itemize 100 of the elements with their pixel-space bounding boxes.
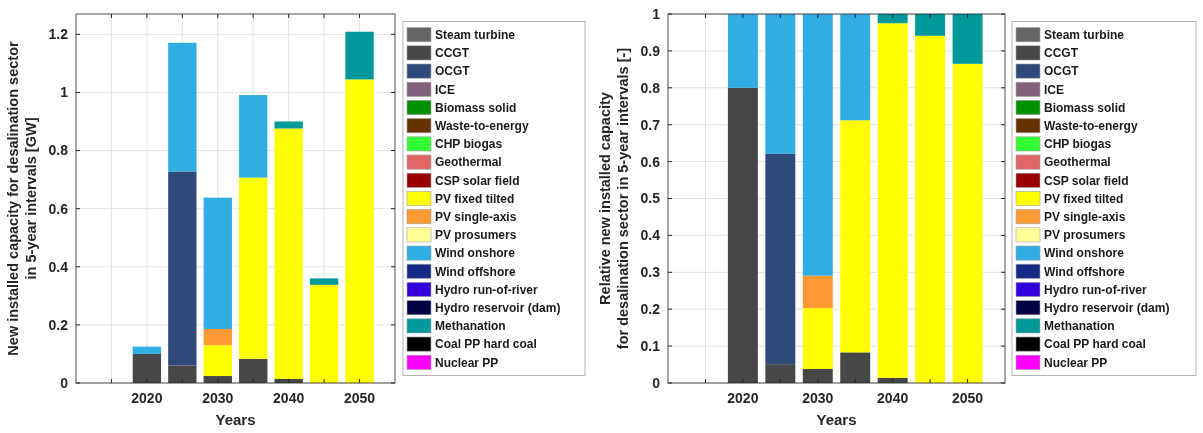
legend-label: Geothermal <box>435 155 502 170</box>
bar <box>840 352 871 383</box>
bar <box>802 368 833 383</box>
bar <box>203 197 232 329</box>
y-tick-label: 0.5 <box>640 190 661 207</box>
x-tick-label: 2030 <box>802 390 834 406</box>
y-tick-label: 0.9 <box>640 42 661 59</box>
x-tick-label: 2050 <box>951 390 984 406</box>
legend-label: CCGT <box>435 46 470 61</box>
x-axis-title: Years <box>215 411 256 428</box>
legend-label: Hydro reservoir (dam) <box>1044 300 1170 315</box>
bar <box>802 308 833 369</box>
legend-label: PV prosumers <box>1044 228 1126 243</box>
legend-label: Hydro reservoir (dam) <box>435 300 561 315</box>
legend-label: PV fixed tilted <box>435 191 515 206</box>
y-tick-label: 0 <box>60 374 69 391</box>
bar <box>802 275 833 309</box>
y-tick-label: 1.2 <box>48 26 69 43</box>
legend-label: CHP biogas <box>1044 137 1112 152</box>
legend-label: PV single-axis <box>1044 209 1126 224</box>
legend-label: CCGT <box>1044 46 1079 61</box>
legend-label: ICE <box>435 82 456 97</box>
x-tick-label: 2030 <box>202 390 234 406</box>
bar <box>239 177 268 359</box>
legend-label: Nuclear PP <box>435 355 499 370</box>
legend-label: Wind offshore <box>1044 264 1125 279</box>
bar <box>239 95 268 178</box>
y-tick-label: 0.7 <box>640 116 661 133</box>
y-tick-label: 0.4 <box>48 258 69 275</box>
legend-label: Biomass solid <box>1044 100 1126 115</box>
legend-label: Biomass solid <box>435 100 517 115</box>
y-tick-label: 0.6 <box>640 153 661 170</box>
legend-label: PV fixed tilted <box>1044 191 1124 206</box>
legend-label: Geothermal <box>1044 155 1111 170</box>
x-axis-title: Years <box>816 411 857 428</box>
legend-label: Steam turbine <box>1044 27 1125 42</box>
bar <box>345 79 374 383</box>
legend-label: Waste-to-energy <box>435 118 529 133</box>
x-tick-label: 2050 <box>343 390 376 406</box>
legend-label: Hydro run-of-river <box>435 282 538 297</box>
legend-label: OCGT <box>1044 64 1080 79</box>
legend-label: ICE <box>1044 82 1065 97</box>
bar <box>309 284 339 383</box>
legend-label: Coal PP hard coal <box>435 337 537 352</box>
legend-label: Nuclear PP <box>1044 355 1108 370</box>
y-axis-title: New installed capacity for desalination sector in 5-year intervals [GW] <box>5 41 39 356</box>
bar <box>915 14 946 36</box>
bar <box>952 14 983 64</box>
y-axis-title: Relative new installed capacity for desalination sector in 5-year intervals [-] <box>597 47 631 350</box>
y-tick-label: 0.4 <box>640 227 661 244</box>
y-tick-label: 0.8 <box>640 79 661 96</box>
x-tick-label: 2020 <box>727 390 759 406</box>
legend-label: Methanation <box>435 319 506 334</box>
y-tick-label: 0.2 <box>48 316 69 333</box>
bar <box>132 346 162 354</box>
y-tick-label: 1 <box>652 5 661 22</box>
y-tick-label: 0.8 <box>48 142 69 159</box>
legend-label: Waste-to-energy <box>1044 118 1138 133</box>
bar <box>168 171 197 366</box>
legend-label: Methanation <box>1044 319 1115 334</box>
bar <box>274 128 303 379</box>
bar <box>840 14 871 121</box>
bar <box>168 42 197 172</box>
legend-label: Steam turbine <box>435 27 516 42</box>
x-tick-label: 2040 <box>877 390 909 406</box>
legend-label: CSP solar field <box>435 173 520 188</box>
legend-label: Wind onshore <box>435 246 516 261</box>
bar <box>840 120 871 353</box>
bar <box>877 23 908 378</box>
bar <box>915 35 946 383</box>
y-tick-label: 0 <box>652 374 661 391</box>
legend-label: OCGT <box>435 64 471 79</box>
y-tick-label: 0.2 <box>640 301 661 318</box>
bar <box>345 31 374 80</box>
y-tick-label: 1 <box>60 84 69 101</box>
x-tick-label: 2020 <box>131 390 163 406</box>
bar <box>727 14 758 88</box>
bar <box>239 358 268 383</box>
legend-label: Wind onshore <box>1044 246 1125 261</box>
bar <box>309 278 339 285</box>
bar <box>203 345 232 377</box>
bar <box>765 364 796 383</box>
bar <box>203 328 232 346</box>
legend-label: Wind offshore <box>435 264 516 279</box>
legend-label: CSP solar field <box>1044 173 1129 188</box>
legend-label: CHP biogas <box>435 137 503 152</box>
bar <box>802 14 833 276</box>
legend-label: PV prosumers <box>435 228 517 243</box>
bar <box>168 365 197 383</box>
bar <box>132 353 162 383</box>
x-tick-label: 2040 <box>273 390 305 406</box>
bar <box>765 153 796 365</box>
y-tick-label: 0.6 <box>48 200 69 217</box>
y-tick-label: 0.3 <box>640 264 661 281</box>
bar <box>727 87 758 383</box>
legend-label: Coal PP hard coal <box>1044 337 1146 352</box>
bar <box>952 63 983 383</box>
y-tick-label: 0.1 <box>640 338 661 354</box>
legend-label: Hydro run-of-river <box>1044 282 1147 297</box>
legend-label: PV single-axis <box>435 209 517 224</box>
